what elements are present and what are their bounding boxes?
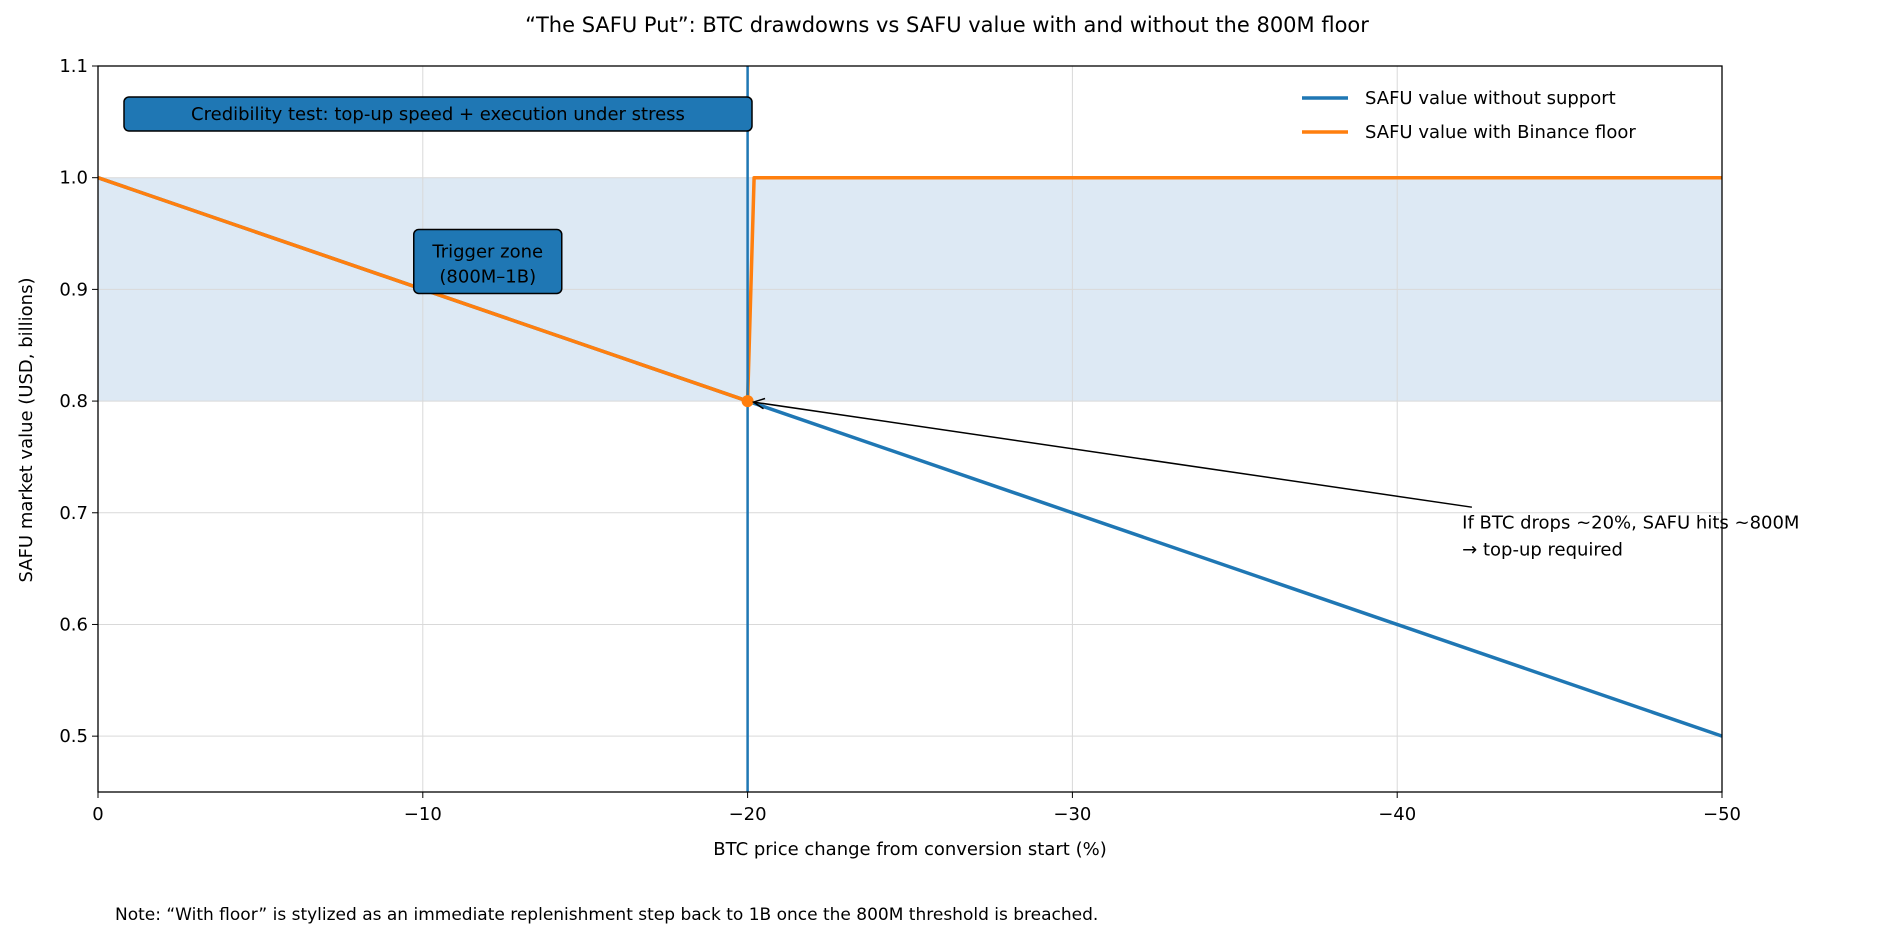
- y-tick-label: 0.9: [59, 279, 88, 300]
- trigger-point-marker: [741, 395, 754, 408]
- x-axis-label: BTC price change from conversion start (…: [713, 839, 1106, 860]
- x-tick-label: −30: [1053, 804, 1091, 825]
- axes-frame: [97, 65, 1723, 793]
- y-tick-label: 0.6: [59, 614, 88, 635]
- y-axis-label: SAFU market value (USD, billions): [16, 278, 37, 583]
- arrow-annotation-line2: → top-up required: [1462, 539, 1623, 560]
- credibility-box: [123, 96, 753, 132]
- trigger-zone-box: [413, 228, 563, 295]
- y-tick-label: 1.1: [59, 56, 88, 77]
- x-tick-label: −20: [729, 804, 767, 825]
- credibility-annotation: Credibility test: top-up speed + executi…: [191, 104, 685, 125]
- y-tick-label: 0.7: [59, 503, 88, 524]
- legend-label: SAFU value with Binance floor: [1365, 122, 1636, 143]
- arrow-head-icon: [751, 397, 766, 410]
- x-tick-label: −10: [404, 804, 442, 825]
- legend-label: SAFU value without support: [1365, 88, 1616, 109]
- plot-area: 0 −10 −20 −30 −40 −50 0.5 0.6 0.7 0.8 0.9 1.0 1.1 SAF…: [59, 56, 1799, 825]
- footnote: Note: “With floor” is stylized as an imm…: [115, 905, 1098, 925]
- arrow-annotation-line1: If BTC drops ~20%, SAFU hits ~800M: [1462, 512, 1799, 533]
- y-tick-label: 0.8: [59, 391, 88, 412]
- chart-title: “The SAFU Put”: BTC drawdowns vs SAFU va…: [525, 13, 1369, 37]
- trigger-zone-range: (800M–1B): [439, 266, 536, 287]
- y-tick-label: 0.5: [59, 726, 88, 747]
- trigger-zone-label: Trigger zone: [431, 241, 543, 262]
- x-tick-label: −40: [1378, 804, 1416, 825]
- x-tick-label: −50: [1703, 804, 1741, 825]
- annotation-arrow: [753, 401, 1473, 508]
- y-tick-label: 1.0: [59, 168, 88, 189]
- x-tick-label: 0: [92, 804, 103, 825]
